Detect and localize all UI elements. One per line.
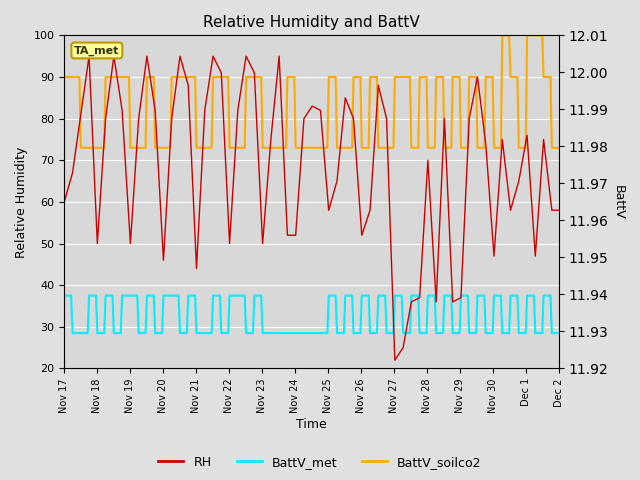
Title: Relative Humidity and BattV: Relative Humidity and BattV [203,15,420,30]
Text: TA_met: TA_met [74,45,120,56]
X-axis label: Time: Time [296,419,327,432]
Legend: RH, BattV_met, BattV_soilco2: RH, BattV_met, BattV_soilco2 [154,451,486,474]
Y-axis label: BattV: BattV [612,185,625,219]
Y-axis label: Relative Humidity: Relative Humidity [15,146,28,258]
